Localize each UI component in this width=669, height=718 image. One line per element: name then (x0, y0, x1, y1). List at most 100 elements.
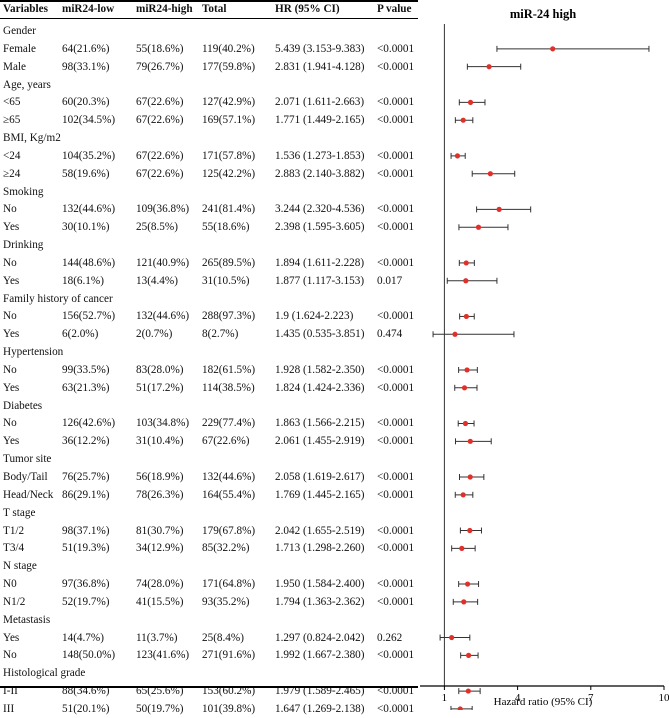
cell-label: ≥65 (3, 111, 20, 129)
cell-hr-text: 1.297 (0.824-2.042) (275, 629, 365, 647)
x-axis-label: Hazard ratio (95% CI) (494, 696, 593, 708)
cell-total: 229(77.4%) (202, 414, 255, 432)
header-mir24-low: miR24-low (62, 0, 114, 18)
cell-p: <0.0001 (377, 93, 414, 111)
cell-label: ≥24 (3, 165, 20, 183)
cell-hr-text: 2.831 (1.941-4.128) (275, 58, 365, 76)
group-header-row: BMI, Kg/m2 (0, 129, 418, 147)
cell-p: <0.0001 (377, 575, 414, 593)
cell-high: 67(22.6%) (136, 147, 184, 165)
cell-label: Yes (3, 218, 19, 236)
group-header-row: Hypertension (0, 343, 418, 361)
hr-point (488, 171, 493, 176)
group-label: N stage (3, 557, 37, 575)
x-tick-label: 1 (442, 692, 448, 704)
cell-total: 67(22.6%) (202, 432, 250, 450)
group-label: Histological grade (3, 664, 85, 682)
cell-low: 98(33.1%) (62, 58, 110, 76)
table-header-rule (0, 18, 418, 19)
cell-p: <0.0001 (377, 254, 414, 272)
cell-p: 0.262 (377, 629, 402, 647)
group-label: Smoking (3, 183, 43, 201)
cell-total: 55(18.6%) (202, 218, 250, 236)
hr-point (468, 474, 473, 479)
cell-label: Male (3, 58, 26, 76)
cell-hr-text: 1.769 (1.445-2.165) (275, 486, 365, 504)
cell-high: 81(30.7%) (136, 522, 184, 540)
hr-point (461, 118, 466, 123)
hr-point (466, 653, 471, 658)
group-header-row: Family history of cancer (0, 290, 418, 308)
cell-total: 271(91.6%) (202, 646, 255, 664)
group-label: Metastasis (3, 611, 50, 629)
cell-hr-text: 1.824 (1.424-2.336) (275, 379, 365, 397)
cell-label: Yes (3, 629, 19, 647)
group-label: Family history of cancer (3, 290, 113, 308)
cell-label: III (3, 700, 14, 718)
header-total: Total (202, 0, 226, 18)
cell-label: Yes (3, 432, 19, 450)
hr-point (486, 64, 491, 69)
cell-total: 171(64.8%) (202, 575, 255, 593)
cell-high: 65(25.6%) (136, 682, 184, 700)
cell-hr-text: 5.439 (3.153-9.383) (275, 40, 365, 58)
hr-point (459, 546, 464, 551)
chart-title: miR-24 high (510, 7, 576, 21)
cell-hr-text: 2.398 (1.595-3.605) (275, 218, 365, 236)
cell-p: <0.0001 (377, 379, 414, 397)
cell-high: 11(3.7%) (136, 629, 178, 647)
cell-p: <0.0001 (377, 200, 414, 218)
group-header-row: Diabetes (0, 397, 418, 415)
cell-high: 121(40.9%) (136, 254, 189, 272)
cell-label: T1/2 (3, 522, 24, 540)
header-p-value: P value (377, 0, 412, 18)
hr-point (463, 421, 468, 426)
cell-p: <0.0001 (377, 539, 414, 557)
cell-low: 76(25.7%) (62, 468, 110, 486)
cell-total: 265(89.5%) (202, 254, 255, 272)
cell-low: 51(20.1%) (62, 700, 110, 718)
cell-total: 101(39.8%) (202, 700, 255, 718)
cell-low: 148(50.0%) (62, 646, 115, 664)
group-header-row: Drinking (0, 236, 418, 254)
cell-low: 98(37.1%) (62, 522, 110, 540)
cell-total: 182(61.5%) (202, 361, 255, 379)
cell-low: 52(19.7%) (62, 593, 110, 611)
cell-p: <0.0001 (377, 165, 414, 183)
hr-point (465, 581, 470, 586)
cell-label: Body/Tail (3, 468, 48, 486)
hr-point (468, 439, 473, 444)
cell-p: <0.0001 (377, 486, 414, 504)
cell-label: No (3, 361, 17, 379)
cell-total: 241(81.4%) (202, 200, 255, 218)
cell-p: <0.0001 (377, 58, 414, 76)
cell-high: 13(4.4%) (136, 272, 178, 290)
cell-high: 56(18.9%) (136, 468, 184, 486)
cell-low: 97(36.8%) (62, 575, 110, 593)
cell-low: 51(19.3%) (62, 539, 110, 557)
cell-p: 0.474 (377, 325, 402, 343)
cell-p: <0.0001 (377, 468, 414, 486)
cell-total: 127(42.9%) (202, 93, 255, 111)
cell-hr-text: 2.071 (1.611-2.663) (275, 93, 364, 111)
group-header-row: Histological grade (0, 664, 418, 682)
cell-total: 114(38.5%) (202, 379, 255, 397)
cell-p: <0.0001 (377, 40, 414, 58)
cell-hr-text: 1.536 (1.273-1.853) (275, 147, 365, 165)
header-hr: HR (95% CI) (275, 0, 340, 18)
cell-hr-text: 3.244 (2.320-4.536) (275, 200, 365, 218)
hr-point (461, 599, 466, 604)
cell-low: 156(52.7%) (62, 307, 115, 325)
group-label: T stage (3, 504, 35, 522)
cell-hr-text: 1.771 (1.449-2.165) (275, 111, 365, 129)
group-header-row: Gender (0, 22, 418, 40)
